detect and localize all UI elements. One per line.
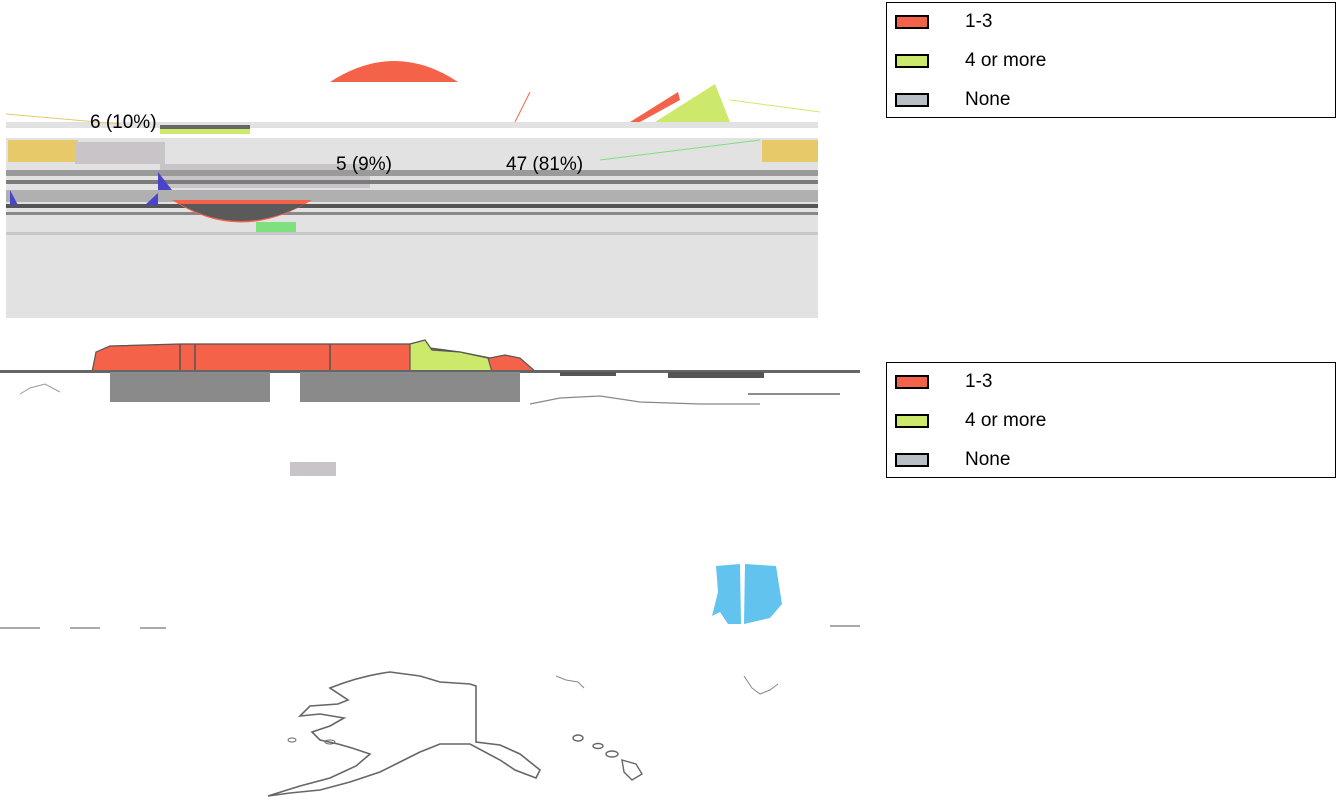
- pie-shard-red: [630, 92, 680, 122]
- map-coastline-5: [743, 675, 779, 695]
- pie-leader-green: [729, 99, 821, 113]
- pie-band-dark-2: [6, 204, 818, 208]
- pie-data-label-1-3: 6 (10%): [90, 112, 157, 133]
- legend-item: 4 or more: [895, 406, 1046, 436]
- map-hawaii-big-island: [621, 759, 643, 781]
- legend-swatch: [895, 54, 929, 68]
- map-band-dark: [560, 372, 616, 376]
- legend-swatch: [895, 375, 929, 389]
- pie-shard-green: [655, 84, 730, 122]
- legend-label: 1-3: [965, 11, 993, 32]
- map-band-line: [0, 370, 860, 373]
- legend-item: 1-3: [895, 367, 992, 397]
- pie-leader-green-2: [599, 139, 761, 161]
- pie-data-label-none: 47 (81%): [506, 154, 583, 175]
- pie-legend: 1-3 4 or more None: [886, 2, 1336, 118]
- pie-band-green: [160, 126, 250, 134]
- pie-leader-yellow: [5, 113, 121, 125]
- map-island-1: [287, 737, 297, 743]
- map-hawaii-island-2: [592, 742, 604, 750]
- map-coastline: [529, 395, 760, 405]
- pie-shard-blue-left: [10, 190, 18, 205]
- pie-data-label-4-or-more: 5 (9%): [336, 154, 392, 175]
- map-band-dark-2: [668, 372, 764, 378]
- pie-slice-bottom-dark: [180, 204, 305, 221]
- pie-band-yellow-right: [762, 140, 818, 162]
- us-map: [0, 339, 860, 797]
- legend-item: 1-3: [895, 7, 992, 37]
- pie-band-grey-5: [6, 190, 818, 202]
- pie-fragment-green: [256, 222, 296, 232]
- legend-label: 4 or more: [965, 50, 1047, 71]
- pie-band-yellow-left: [8, 140, 78, 162]
- map-state-green: [409, 339, 493, 373]
- legend-label: 4 or more: [965, 410, 1047, 431]
- pie-band-white-2: [6, 128, 818, 138]
- map-legend: 1-3 4 or more None: [886, 362, 1336, 478]
- map-hawaii-island-1: [572, 734, 584, 742]
- pie-band-grey-3: [6, 170, 818, 176]
- map-coastline-3: [19, 383, 61, 395]
- legend-item: 4 or more: [895, 46, 1046, 76]
- map-band-grey-2: [300, 372, 520, 402]
- pie-chart: 6 (10%) 5 (9%) 47 (81%): [5, 61, 821, 318]
- pie-band-dark-3: [6, 212, 818, 215]
- legend-label: None: [965, 449, 1011, 470]
- legend-item: None: [895, 445, 1010, 475]
- map-alaska-outline: [267, 671, 542, 797]
- map-fragment-grey: [290, 462, 336, 476]
- map-island-2: [324, 739, 336, 745]
- legend-item: None: [895, 85, 1010, 115]
- map-hawaii-island-3: [605, 750, 619, 758]
- map-state-blue-right: [744, 564, 782, 624]
- pie-leader-red: [514, 91, 531, 123]
- legend-swatch: [895, 93, 929, 107]
- pie-band-light: [6, 232, 818, 235]
- map-band-grey: [110, 372, 270, 402]
- legend-swatch: [895, 15, 929, 29]
- pie-slice-top-fragment: [330, 61, 458, 82]
- legend-label: None: [965, 89, 1011, 110]
- map-state-blue-left: [712, 564, 741, 624]
- legend-swatch: [895, 414, 929, 428]
- legend-swatch: [895, 453, 929, 467]
- legend-label: 1-3: [965, 371, 993, 392]
- pie-band-grey: [75, 142, 165, 164]
- pie-band-grey-4: [6, 180, 818, 184]
- pie-band-dark: [160, 125, 250, 129]
- map-coastline-4: [555, 675, 585, 689]
- pie-shard-blue-2: [158, 172, 172, 190]
- pie-shard-blue: [145, 193, 158, 205]
